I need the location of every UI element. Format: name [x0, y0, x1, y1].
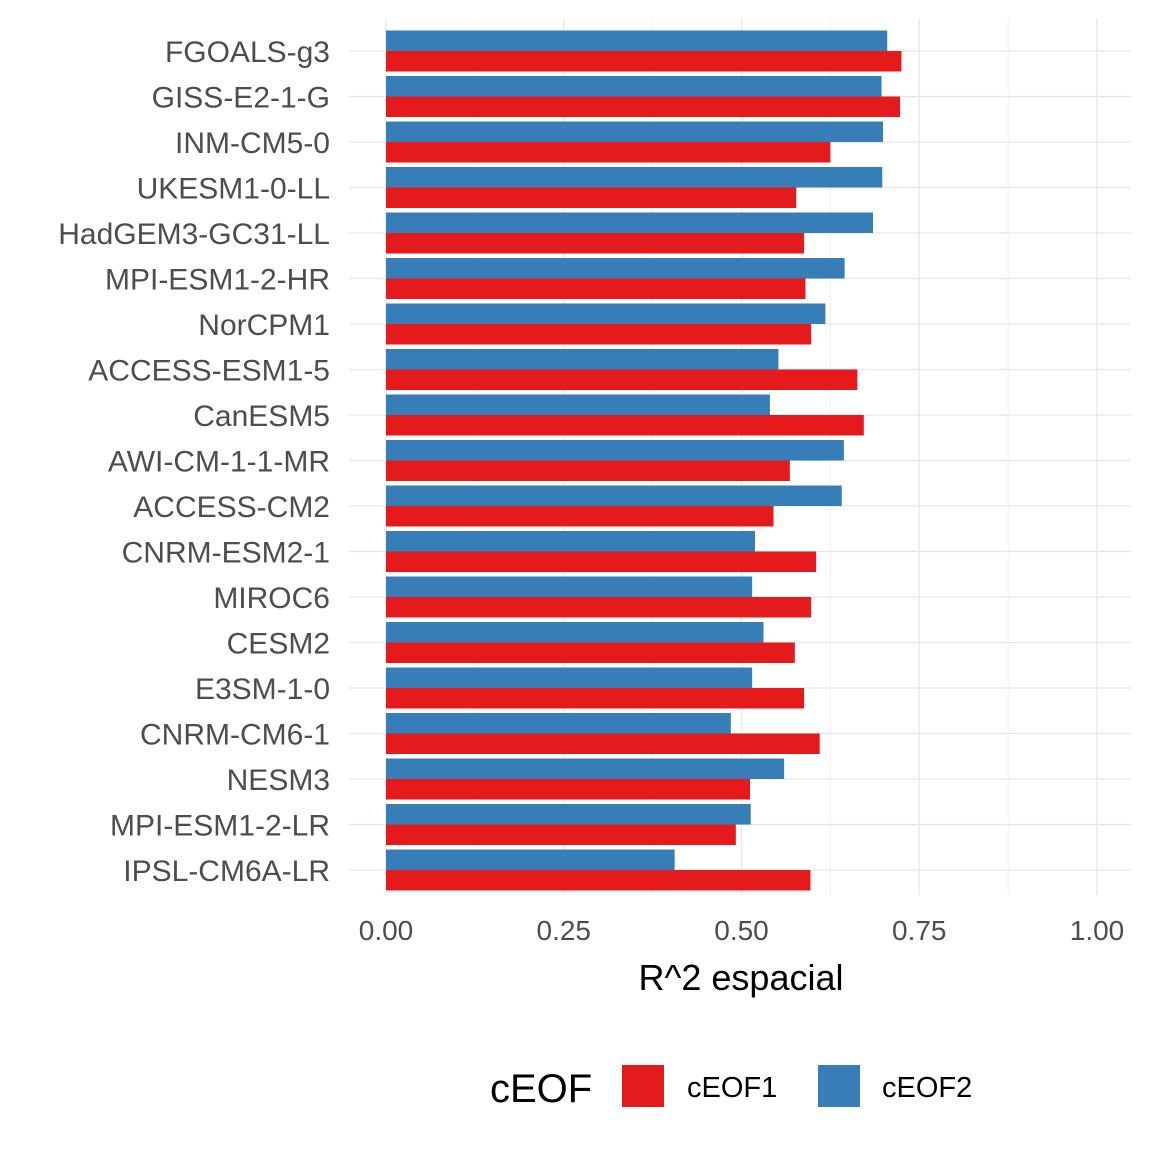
y-axis-tick-labels: FGOALS-g3 GISS-E2-1-G INM-CM5-0 UKESM1-0-LL…: [58, 36, 330, 888]
bar-ceof2: [386, 394, 770, 415]
bar-ceof2: [386, 485, 842, 506]
y-tick-label: CanESM5: [193, 400, 330, 433]
y-tick-label: AWI-CM-1-1-MR: [108, 446, 330, 479]
y-tick-label: INM-CM5-0: [175, 127, 330, 160]
bar-ceof1: [386, 870, 811, 891]
legend-label-ceof2: cEOF2: [882, 1072, 972, 1104]
bar-ceof2: [386, 531, 756, 552]
bar-ceof2: [386, 622, 764, 643]
bar-ceof2: [386, 303, 826, 324]
x-axis-title: R^2 espacial: [639, 957, 844, 998]
y-tick-label: HadGEM3-GC31-LL: [58, 218, 330, 251]
y-tick-label: UKESM1-0-LL: [137, 173, 330, 206]
bar-ceof1: [386, 187, 797, 208]
legend-swatch-ceof2: [818, 1065, 860, 1107]
bar-ceof2: [386, 258, 845, 279]
bar-ceof1: [386, 779, 751, 800]
bar-ceof1: [386, 733, 820, 754]
y-tick-label: E3SM-1-0: [195, 673, 330, 706]
y-tick-label: ACCESS-ESM1-5: [88, 355, 330, 388]
bar-ceof1: [386, 642, 795, 663]
bars-group: [386, 30, 902, 891]
y-tick-label: NESM3: [227, 764, 330, 797]
x-tick-label: 0.50: [714, 915, 769, 946]
bar-ceof2: [386, 804, 751, 825]
y-tick-label: MPI-ESM1-2-LR: [110, 810, 330, 843]
bar-ceof1: [386, 506, 774, 527]
bar-ceof1: [386, 233, 805, 254]
x-tick-label: 0.00: [359, 915, 414, 946]
bar-ceof1: [386, 460, 790, 481]
bar-ceof2: [386, 440, 844, 461]
bar-ceof2: [386, 758, 785, 779]
bar-ceof2: [386, 121, 883, 142]
y-tick-label: MIROC6: [213, 582, 330, 615]
bar-ceof1: [386, 597, 812, 618]
x-axis-tick-labels: 0.00 0.25 0.50 0.75 1.00: [359, 915, 1125, 946]
bar-ceof1: [386, 688, 805, 709]
bar-ceof1: [386, 324, 812, 345]
bar-ceof2: [386, 713, 731, 734]
legend-label-ceof1: cEOF1: [687, 1072, 777, 1104]
y-tick-label: CESM2: [227, 628, 330, 661]
bar-ceof2: [386, 576, 753, 597]
bar-ceof1: [386, 415, 864, 436]
y-tick-label: IPSL-CM6A-LR: [123, 855, 330, 888]
y-tick-label: ACCESS-CM2: [133, 491, 330, 524]
bar-ceof1: [386, 551, 817, 572]
bar-ceof2: [386, 849, 675, 870]
y-tick-label: CNRM-CM6-1: [140, 719, 330, 752]
y-tick-label: NorCPM1: [198, 309, 330, 342]
y-tick-label: MPI-ESM1-2-HR: [105, 264, 330, 297]
legend-title: cEOF: [490, 1067, 592, 1111]
bar-ceof1: [386, 142, 831, 163]
bar-ceof1: [386, 278, 806, 299]
bar-ceof2: [386, 30, 888, 51]
x-tick-label: 0.75: [892, 915, 947, 946]
x-tick-label: 0.25: [537, 915, 592, 946]
y-tick-label: CNRM-ESM2-1: [122, 537, 330, 570]
bar-ceof2: [386, 167, 883, 188]
bar-ceof2: [386, 667, 753, 688]
legend-swatch-ceof1: [622, 1065, 664, 1107]
y-tick-label: GISS-E2-1-G: [152, 82, 330, 115]
bar-ceof1: [386, 824, 736, 845]
bar-ceof1: [386, 369, 858, 390]
bar-ceof1: [386, 51, 902, 72]
bar-ceof2: [386, 76, 882, 97]
bar-ceof2: [386, 349, 779, 370]
y-tick-label: FGOALS-g3: [165, 36, 330, 69]
bar-ceof2: [386, 212, 874, 233]
legend: cEOF cEOF1 cEOF2: [490, 1065, 972, 1111]
bar-ceof1: [386, 96, 901, 117]
x-tick-label: 1.00: [1070, 915, 1125, 946]
